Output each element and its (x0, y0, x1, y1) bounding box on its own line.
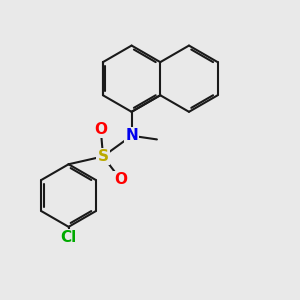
Text: O: O (114, 172, 127, 187)
Text: Cl: Cl (60, 230, 77, 245)
Text: O: O (94, 122, 107, 137)
Text: S: S (98, 149, 109, 164)
Text: N: N (125, 128, 138, 143)
